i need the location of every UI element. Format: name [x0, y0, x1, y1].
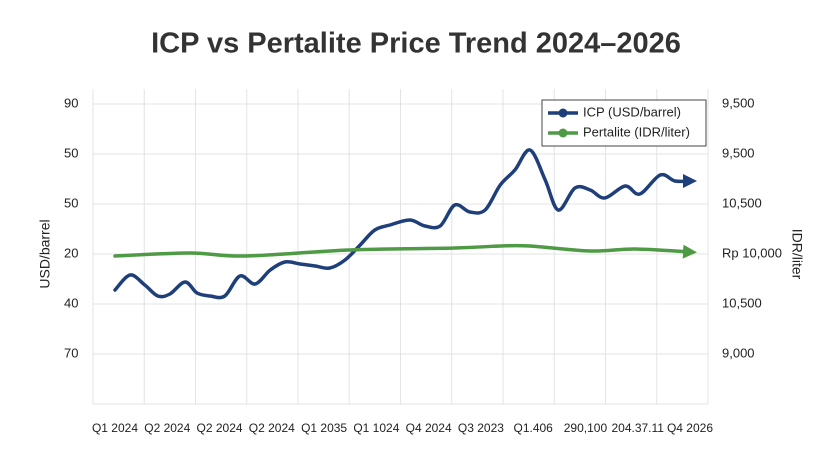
y-axis-title: USD/barrel: [37, 219, 53, 288]
y-tick-label: 50: [64, 145, 78, 160]
line-series: [113, 148, 697, 300]
y2-tick-label: 9,000: [722, 345, 755, 360]
y2-tick-label: 10,500: [722, 295, 762, 310]
y2-tick-label: 10,500: [722, 195, 762, 210]
legend-label: Pertalite (IDR/liter): [583, 124, 690, 139]
x-tick-label: Q2 2024: [249, 421, 295, 435]
x-tick-label: Q1.406: [513, 421, 553, 435]
y-tick-label: 40: [64, 295, 78, 310]
legend-label: ICP (USD/barrel): [583, 104, 681, 119]
x-tick-label: Q2 2024: [197, 421, 243, 435]
x-tick-label: Q4 2024: [406, 421, 452, 435]
y2-tick-label: 9,500: [722, 95, 755, 110]
y-tick-label: 70: [64, 345, 78, 360]
legend-marker: [558, 108, 568, 118]
chart-title: ICP vs Pertalite Price Trend 2024–2026: [151, 28, 681, 60]
y2-axis-title: IDR/liter: [789, 229, 805, 280]
y2-tick-label: Rp 10,000: [722, 245, 782, 260]
x-tick-label: Q3 2023: [458, 421, 504, 435]
x-tick-label: Q1 2024: [92, 421, 138, 435]
y-tick-label: 50: [64, 195, 78, 210]
x-tick-label: Q2 2024: [144, 421, 190, 435]
legend-marker: [558, 128, 568, 138]
x-tick-label: Q4 2026: [667, 421, 713, 435]
y2-tick-label: 9,500: [722, 145, 755, 160]
x-tick-label: 290,100: [564, 421, 608, 435]
y-tick-label: 20: [64, 245, 78, 260]
y-tick-label: 90: [64, 95, 78, 110]
x-tick-label: Q1 1024: [353, 421, 399, 435]
x-tick-label: Q1 2035: [301, 421, 347, 435]
x-tick-label: 204.37.11: [611, 421, 664, 435]
legend-box: [541, 99, 707, 147]
line-series: [113, 243, 697, 259]
